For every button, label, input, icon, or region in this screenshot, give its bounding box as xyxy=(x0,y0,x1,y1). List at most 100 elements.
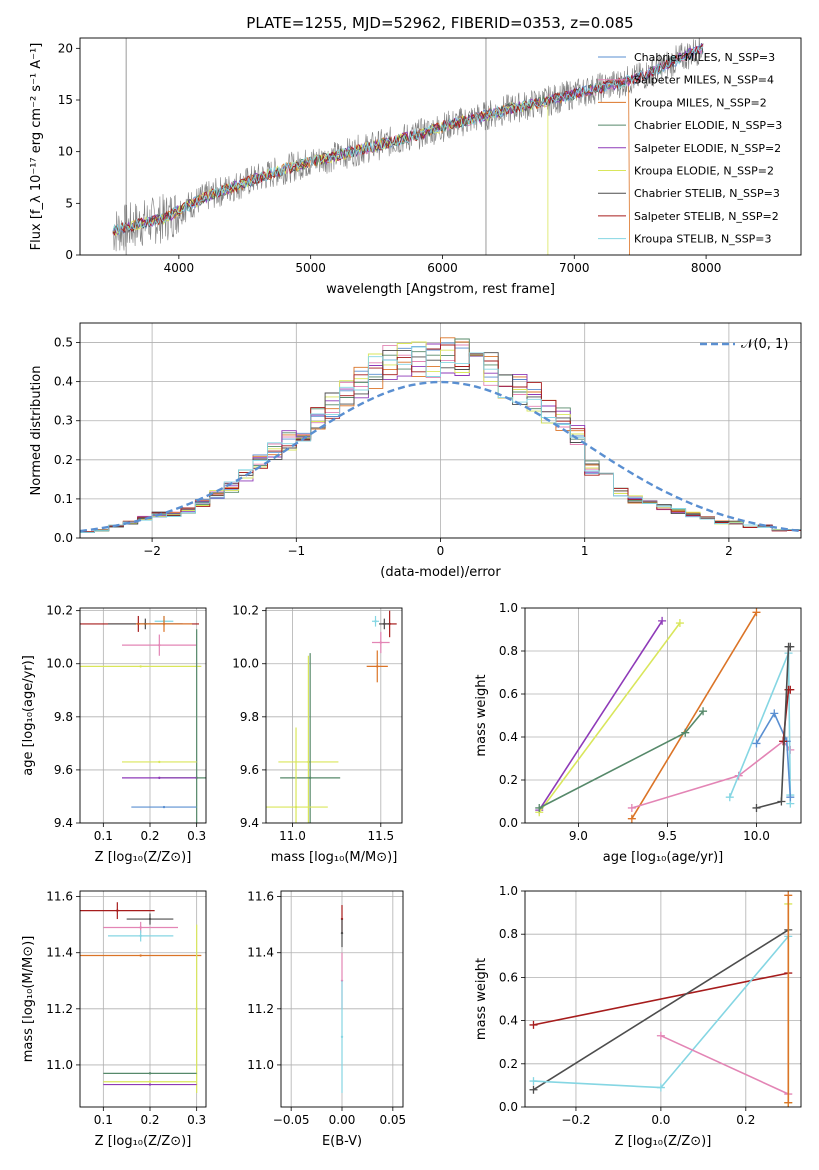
x-tick-label: 9.0 xyxy=(569,829,588,843)
weight-line xyxy=(631,740,791,809)
weight-marker xyxy=(752,803,761,812)
y-axis-label: Flux [f_λ 10⁻¹⁷ erg cm⁻² s⁻¹ A⁻¹] xyxy=(29,43,44,251)
axes-frame xyxy=(79,322,802,539)
model-spectrum-line xyxy=(112,44,704,237)
y-tick-label: 9.8 xyxy=(240,710,259,724)
data-point xyxy=(116,909,119,912)
y-axis-label: mass weight xyxy=(474,958,489,1040)
y-tick-label: 0.6 xyxy=(499,970,518,984)
data-point xyxy=(340,931,344,935)
weight-marker xyxy=(786,685,795,694)
data-point xyxy=(340,1035,344,1039)
weight-marker xyxy=(784,891,793,900)
data-point xyxy=(139,954,142,957)
weight-marker xyxy=(786,642,795,651)
y-tick-label: 0.0 xyxy=(499,816,518,830)
data-point xyxy=(158,760,161,764)
y-tick-label: 0.8 xyxy=(499,927,518,941)
data-point xyxy=(148,1080,152,1083)
x-tick-label: 10.0 xyxy=(743,829,770,843)
legend-label: Salpeter ELODIE, N_SSP=2 xyxy=(634,142,781,155)
y-tick-label: 0.1 xyxy=(54,492,73,506)
legend-label: Kroupa MILES, N_SSP=2 xyxy=(634,96,767,109)
chart-spectrum: 4000 5000 6000 7000 8000 0 5 10 15 20 wavelength [… xyxy=(29,14,802,297)
legend-label: 𝒩(0, 1) xyxy=(741,337,788,352)
weight-marker xyxy=(699,707,708,716)
y-tick-label: 0.4 xyxy=(499,730,518,744)
weight-marker xyxy=(784,1098,793,1107)
y-tick-label: 0.8 xyxy=(499,644,518,658)
y-tick-label: 0 xyxy=(65,248,73,262)
weight-marker xyxy=(658,616,667,625)
plot-area xyxy=(112,38,704,255)
weight-marker xyxy=(656,1083,665,1092)
legend-label: Chabrier STELIB, N_SSP=3 xyxy=(634,187,780,200)
plot-area xyxy=(525,891,801,1107)
weight-line xyxy=(533,972,789,1026)
legend-label: Salpeter MILES, N_SSP=4 xyxy=(634,74,774,87)
histogram-step xyxy=(80,346,801,538)
axes-frame xyxy=(524,607,802,824)
y-tick-label: 11.0 xyxy=(247,1058,274,1072)
weight-line xyxy=(533,929,789,1091)
x-tick-label: 0 xyxy=(437,544,445,558)
weight-marker xyxy=(779,737,788,746)
chart-age-vs-mass: 11.0 11.5 9.4 9.6 9.8 10.0 10.2 mass [log₁₀(M/M… xyxy=(232,604,403,865)
x-tick-label: 2 xyxy=(725,544,733,558)
plot-area xyxy=(80,891,206,1107)
y-tick-label: 9.6 xyxy=(240,763,259,777)
axes-frame xyxy=(280,890,404,1108)
x-tick-label: 0.2 xyxy=(140,829,159,843)
data-point xyxy=(158,643,161,647)
data-point xyxy=(139,665,142,668)
model-spectrum-line xyxy=(112,46,704,236)
weight-marker xyxy=(752,608,761,617)
y-tick-label: 11.2 xyxy=(247,1002,274,1016)
weight-marker xyxy=(529,1020,538,1029)
x-tick-label: 0.2 xyxy=(140,1113,159,1127)
y-tick-label: 0.4 xyxy=(54,375,73,389)
weight-line xyxy=(660,1034,789,1095)
chart-title: PLATE=1255, MJD=52962, FIBERID=0353, z=0… xyxy=(246,14,633,32)
x-tick-label: 0.00 xyxy=(329,1113,356,1127)
y-tick-label: 0.2 xyxy=(54,453,73,467)
weight-marker xyxy=(529,1077,538,1086)
y-tick-label: 10.2 xyxy=(46,604,73,618)
y-tick-label: 9.8 xyxy=(54,710,73,724)
chart-weight-vs-Z: −0.2 0.0 0.2 0.0 0.2 0.4 0.6 0.8 1.0 Z [log₁₀(Z/Z… xyxy=(474,884,802,1149)
x-tick-label: 8000 xyxy=(691,261,722,275)
legend-label: Salpeter STELIB, N_SSP=2 xyxy=(634,210,779,223)
x-axis-label: E(B-V) xyxy=(322,1134,362,1149)
x-tick-label: 9.5 xyxy=(658,829,677,843)
x-axis-label: (data-model)/error xyxy=(380,565,501,580)
data-point xyxy=(148,917,152,921)
x-tick-label: 11.0 xyxy=(279,829,306,843)
y-tick-label: 0.4 xyxy=(499,1014,518,1028)
data-point xyxy=(308,776,312,780)
y-tick-label: 0.6 xyxy=(499,687,518,701)
y-axis-label: mass [log₁₀(M/M⊙)] xyxy=(21,936,36,1063)
y-tick-label: 20 xyxy=(58,41,73,55)
y-tick-label: 10.0 xyxy=(46,657,73,671)
x-tick-label: 0.2 xyxy=(736,1113,755,1127)
y-tick-label: 0.0 xyxy=(499,1100,518,1114)
legend-label: Chabrier ELODIE, N_SSP=3 xyxy=(634,119,782,132)
weight-marker xyxy=(627,803,636,812)
x-tick-label: −0.2 xyxy=(561,1113,590,1127)
x-axis-label: Z [log₁₀(Z/Z⊙)] xyxy=(615,1134,712,1149)
y-axis-label: Normed distribution xyxy=(29,366,44,496)
data-point xyxy=(162,805,166,809)
weight-line xyxy=(538,620,663,811)
x-tick-label: 7000 xyxy=(559,261,590,275)
legend-label: Kroupa ELODIE, N_SSP=2 xyxy=(634,165,774,178)
data-point xyxy=(379,641,383,644)
x-tick-label: 0.3 xyxy=(187,1113,206,1127)
data-point xyxy=(195,1007,198,1011)
x-tick-label: 0.05 xyxy=(379,1113,406,1127)
weight-marker xyxy=(656,1031,665,1040)
x-axis-label: wavelength [Angstrom, rest frame] xyxy=(326,282,555,297)
weight-line xyxy=(755,711,792,798)
axes-frame xyxy=(79,37,802,256)
y-tick-label: 1.0 xyxy=(499,601,518,615)
